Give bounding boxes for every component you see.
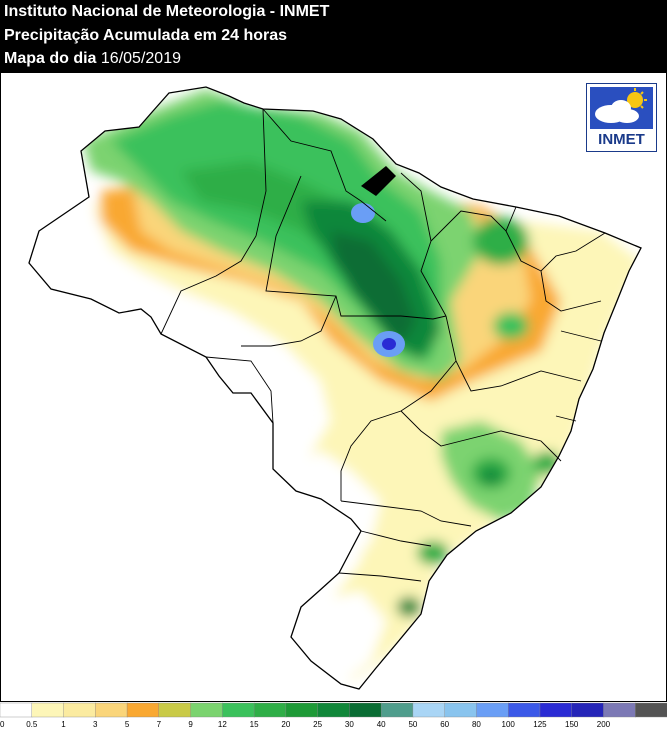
marajo-island bbox=[361, 166, 396, 196]
legend-tick-label: 25 bbox=[313, 720, 323, 729]
cloud-sun-icon bbox=[587, 84, 656, 151]
legend-tick-label: 0 bbox=[0, 720, 5, 729]
map-date-label: Mapa do dia bbox=[4, 50, 97, 67]
legend-tick-label: 3 bbox=[93, 720, 98, 729]
brazil-map-svg bbox=[28, 86, 642, 690]
legend-tick-label: 40 bbox=[376, 720, 386, 729]
legend-tick-label: 30 bbox=[344, 720, 354, 729]
legend-swatch bbox=[635, 702, 667, 718]
legend-swatch bbox=[253, 702, 287, 718]
legend-tick-label: 5 bbox=[124, 720, 130, 729]
legend-tick-label: 80 bbox=[471, 720, 481, 729]
legend-tick-label: 125 bbox=[533, 720, 547, 729]
legend-swatch bbox=[158, 702, 192, 718]
legend-swatch bbox=[603, 702, 636, 718]
map-date-line: Mapa do dia 16/05/2019 bbox=[4, 49, 181, 68]
legend-tick-label: 50 bbox=[408, 720, 418, 729]
legend-swatch bbox=[222, 702, 255, 718]
legend-swatch bbox=[95, 702, 128, 718]
legend-swatch bbox=[380, 702, 414, 718]
legend-swatch bbox=[126, 702, 160, 718]
legend-swatch bbox=[412, 702, 446, 718]
rain-core-amapa bbox=[368, 97, 384, 109]
logo-text: INMET bbox=[598, 131, 645, 148]
rain-core-center bbox=[382, 338, 396, 350]
legend-swatch bbox=[317, 702, 351, 718]
legend-swatch bbox=[444, 702, 478, 718]
legend-swatch bbox=[31, 702, 65, 718]
legend-swatch bbox=[0, 702, 33, 718]
state-borders bbox=[160, 108, 606, 582]
legend-swatches bbox=[0, 702, 667, 718]
legend-tick-label: 60 bbox=[440, 720, 450, 729]
legend-tick-label: 7 bbox=[156, 720, 162, 729]
legend-swatch bbox=[539, 702, 573, 718]
legend-tick-label: 200 bbox=[596, 720, 611, 729]
precipitation-legend: 0 0.5 1 3 5 7 9 12 15 20 25 30 40 50 60 80 100 125 150 200 bbox=[0, 702, 667, 730]
legend-swatch bbox=[349, 702, 382, 718]
inmet-logo: INMET bbox=[586, 83, 657, 152]
legend-tick-label: 15 bbox=[249, 720, 259, 729]
legend-tick-label: 150 bbox=[565, 720, 579, 729]
legend-swatch bbox=[571, 702, 605, 718]
legend-tick-label: 100 bbox=[501, 720, 515, 729]
legend-tick-label: 20 bbox=[281, 720, 291, 729]
legend-tick-label: 12 bbox=[217, 720, 227, 729]
legend-tick-label: 0.5 bbox=[26, 720, 38, 729]
rain-core-para bbox=[351, 203, 375, 223]
map-title: Precipitação Acumulada em 24 horas bbox=[4, 27, 288, 44]
legend-swatch bbox=[63, 702, 96, 718]
institute-title: Instituto Nacional de Meteorologia - INM… bbox=[4, 3, 330, 20]
map-header: Instituto Nacional de Meteorologia - INM… bbox=[0, 0, 667, 72]
legend-swatch bbox=[285, 702, 319, 718]
legend-swatch bbox=[507, 702, 541, 718]
legend-tick-label: 9 bbox=[188, 720, 193, 729]
legend-swatch bbox=[476, 702, 509, 718]
legend-swatch bbox=[190, 702, 224, 718]
map-date: 16/05/2019 bbox=[100, 50, 181, 67]
brazil-outline bbox=[28, 86, 642, 690]
legend-tick-label: 1 bbox=[61, 720, 66, 729]
precipitation-map bbox=[0, 72, 667, 702]
